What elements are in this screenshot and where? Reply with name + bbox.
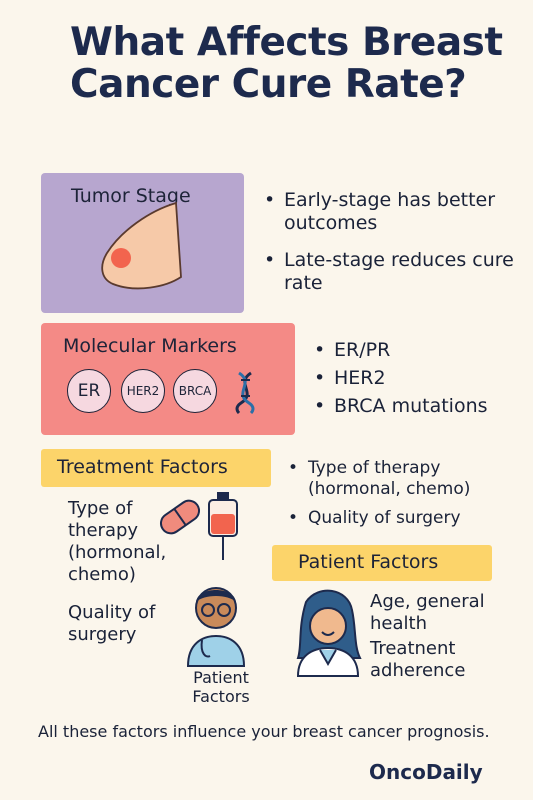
footer-text: All these factors influence your breast … (38, 722, 490, 741)
molecular-markers-bullets: ER/PR HER2 BRCA mutations (312, 339, 527, 423)
surgery-text: Quality of surgery (68, 602, 156, 645)
marker-chip-brca: BRCA (173, 369, 217, 413)
marker-bullet: ER/PR (312, 339, 527, 362)
treatment-bullet: Type of therapy (hormonal, chemo) (286, 458, 511, 500)
marker-bullet: HER2 (312, 367, 527, 390)
patient-illustration-icon (296, 589, 362, 677)
doctor-caption: Patient Factors (192, 668, 250, 706)
tumor-stage-bullet: Late-stage reduces cure rate (262, 249, 522, 295)
patient-adherence-text: Treatnent adherence (370, 638, 466, 681)
patient-factors-band: Patient Factors (272, 545, 492, 581)
treatment-bullet: Quality of surgery (286, 508, 511, 529)
molecular-markers-label: Molecular Markers (63, 335, 237, 357)
treatment-factors-bullets: Type of therapy (hormonal, chemo) Qualit… (286, 458, 511, 543)
brand-logo: OncoDaily (369, 760, 483, 784)
patient-factors-label: Patient Factors (298, 551, 439, 573)
patient-age-text: Age, general health (370, 591, 485, 634)
tumor-stage-label: Tumor Stage (71, 185, 191, 207)
marker-chip-her2: HER2 (121, 369, 165, 413)
doctor-illustration-icon (186, 587, 246, 667)
pill-icon (159, 499, 201, 535)
page-title: What Affects Breast Cancer Cure Rate? (70, 20, 503, 107)
molecular-markers-card: Molecular Markers ER HER2 BRCA (41, 323, 295, 435)
dna-icon (235, 371, 255, 415)
tumor-stage-card: Tumor Stage (41, 173, 244, 313)
marker-bullet: BRCA mutations (312, 395, 527, 418)
treatment-factors-band: Treatment Factors (41, 449, 271, 487)
therapy-text: Type of therapy (hormonal, chemo) (68, 498, 167, 585)
breast-illustration-icon (101, 201, 182, 290)
marker-chip-er: ER (67, 369, 111, 413)
tumor-stage-bullet: Early-stage has better outcomes (262, 189, 522, 235)
iv-bag-icon (208, 492, 238, 560)
treatment-factors-label: Treatment Factors (57, 456, 228, 478)
tumor-stage-bullets: Early-stage has better outcomes Late-sta… (262, 189, 522, 309)
